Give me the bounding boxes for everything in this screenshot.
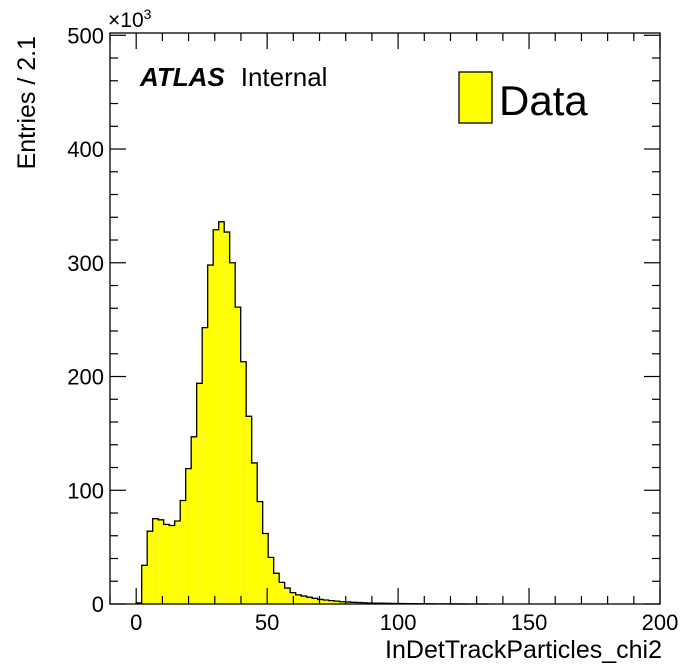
histogram-bin bbox=[207, 265, 214, 604]
histogram-bin bbox=[251, 462, 258, 604]
histogram-bin bbox=[350, 602, 357, 604]
histogram-bin bbox=[317, 599, 324, 604]
histogram-bin bbox=[191, 436, 197, 604]
histogram-bin bbox=[273, 573, 280, 604]
histogram-bin bbox=[196, 383, 203, 604]
y-axis-label: Entries / 2.1 bbox=[13, 36, 41, 169]
histogram-bin bbox=[202, 327, 208, 604]
histogram-bin bbox=[268, 557, 274, 604]
histogram-bin bbox=[334, 601, 340, 604]
atlas-label-bold: ATLAS bbox=[139, 62, 225, 92]
axis-ticks bbox=[109, 33, 661, 605]
histogram-bin bbox=[169, 525, 175, 604]
histogram-bin bbox=[218, 221, 225, 605]
x-tick-label: 150 bbox=[511, 610, 548, 635]
histogram-bin bbox=[147, 531, 153, 604]
x-tick-label: 50 bbox=[255, 610, 279, 635]
histogram-bin bbox=[180, 500, 186, 604]
y-tick-labels: 0 100 200 300 400 500 bbox=[67, 23, 104, 617]
atlas-label-internal: Internal bbox=[241, 62, 328, 92]
x-tick-label: 0 bbox=[130, 610, 142, 635]
histogram-bin bbox=[213, 229, 219, 605]
x-axis-label: InDetTrackParticles_chi2 bbox=[385, 636, 662, 664]
histogram-bin bbox=[246, 416, 252, 604]
histogram-bin bbox=[174, 520, 181, 604]
histogram-bin bbox=[152, 518, 159, 604]
histogram-bin bbox=[185, 468, 192, 604]
y-tick-label: 0 bbox=[92, 592, 104, 617]
histogram-bin bbox=[141, 565, 148, 604]
histogram-bin bbox=[224, 232, 230, 605]
histogram-bin bbox=[279, 582, 285, 604]
legend-label-data: Data bbox=[499, 77, 588, 124]
legend: Data bbox=[458, 71, 588, 124]
histogram-bin bbox=[229, 262, 236, 604]
histogram-bin bbox=[235, 307, 241, 604]
histogram-bin bbox=[262, 533, 269, 604]
histogram-bin bbox=[306, 597, 313, 604]
plot-frame bbox=[109, 32, 661, 605]
y-tick-label: 500 bbox=[67, 23, 104, 48]
histogram-bin bbox=[284, 588, 291, 604]
y-tick-label: 200 bbox=[67, 365, 104, 390]
y-tick-label: 300 bbox=[67, 251, 104, 276]
histogram-bin bbox=[356, 602, 362, 604]
y-tick-label: 100 bbox=[67, 478, 104, 503]
histogram-bin bbox=[312, 598, 318, 604]
x-tick-label: 100 bbox=[380, 610, 417, 635]
histogram-bin bbox=[163, 524, 170, 604]
histogram-bin bbox=[301, 596, 307, 604]
histogram-bin bbox=[323, 600, 329, 604]
histogram-bin bbox=[328, 600, 335, 604]
legend-swatch bbox=[458, 71, 493, 124]
histogram-bin bbox=[257, 501, 263, 604]
x-tick-labels: 0 50 100 150 200 bbox=[130, 610, 678, 635]
y-tick-label: 400 bbox=[67, 137, 104, 162]
x-tick-label: 200 bbox=[642, 610, 679, 635]
histogram-bin bbox=[158, 519, 164, 604]
histogram-bin bbox=[339, 601, 346, 604]
histogram-bin bbox=[345, 601, 351, 604]
y-multiplier: ×103 bbox=[108, 6, 152, 32]
atlas-label: ATLAS Internal bbox=[139, 62, 327, 92]
y-multiplier-exponent: 3 bbox=[144, 6, 152, 22]
y-multiplier-base: ×10 bbox=[108, 9, 144, 32]
histogram-bars bbox=[136, 221, 489, 605]
histogram-bin bbox=[295, 594, 302, 604]
histogram-bin bbox=[240, 361, 247, 604]
